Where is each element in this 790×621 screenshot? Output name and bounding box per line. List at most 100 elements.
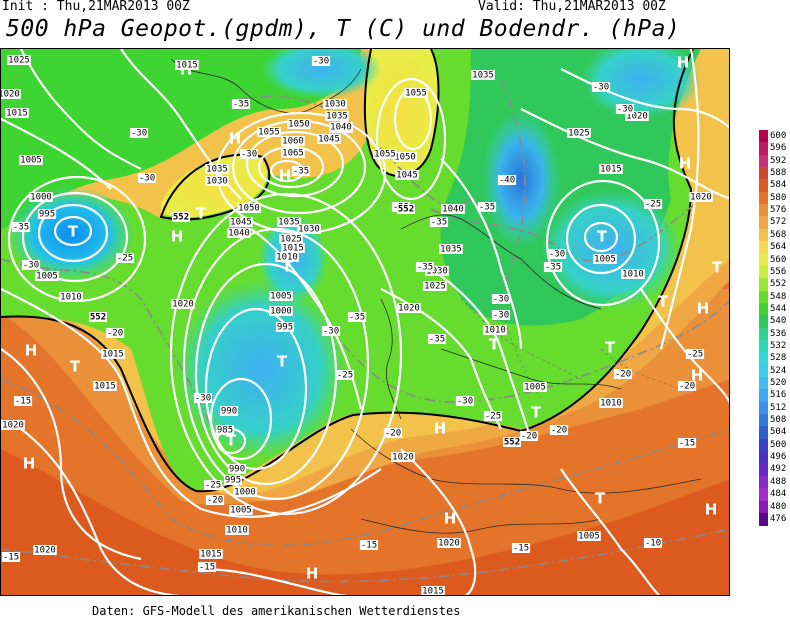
isobar-label: 1045: [318, 135, 340, 145]
colorbar-swatch: [759, 401, 768, 415]
isobar-label-bg: [317, 134, 341, 144]
temp-band-544-nw: [1, 49, 361, 229]
isobar-label-bg: [281, 243, 305, 253]
isotherm-label-bg: [335, 370, 355, 380]
isotherm-label-bg: [205, 495, 225, 505]
isobar-label: 1010: [226, 526, 248, 536]
isotherm-label: -15: [15, 397, 31, 407]
coast-greenland: [170, 58, 362, 114]
isobar-label: 1055: [405, 89, 427, 99]
colorbar-tick-label: 600: [770, 131, 787, 141]
colorbar-tick-label: 516: [770, 390, 787, 401]
isobar-label: 1015: [600, 165, 622, 175]
isobar-label: 1040: [330, 123, 352, 133]
isotherm-label-bg: [13, 396, 33, 406]
isotherm-label: -25: [205, 481, 221, 491]
high-pressure-marker: H: [171, 228, 184, 246]
isotherm-label-bg: [21, 260, 41, 270]
isotherm-label: -35: [545, 263, 561, 273]
coast-europe: [440, 348, 622, 390]
low-pressure-marker: T: [658, 293, 669, 311]
colorbar-swatch: [759, 315, 768, 328]
isobar-label: 1015: [422, 587, 444, 597]
contour-552-labels: 552 552 552 552: [89, 204, 521, 448]
colorbar-swatch: [759, 204, 768, 217]
isotherm-label-bg: [543, 262, 563, 272]
isobar-label-bg: [7, 55, 31, 65]
isobar-label: 1050: [394, 153, 416, 163]
contour-label-bg: [397, 204, 415, 214]
colorbar-swatch: [759, 142, 768, 156]
isotherm-label-bg: [11, 222, 31, 232]
colorbar-swatch: [759, 475, 768, 489]
temp-band-584: [1, 449, 729, 595]
isobar-label-bg: [599, 398, 623, 408]
high-pressure-marker: H: [677, 54, 690, 72]
isotherm-1: [1, 378, 729, 547]
isobar-label: 1035: [440, 245, 462, 255]
low-pressure-marker: T: [489, 336, 500, 354]
isotherm-label-bg: [347, 312, 367, 322]
isobar-label-bg: [219, 406, 239, 416]
isobar-low-e-2: [565, 203, 637, 275]
isobar-label-bg: [567, 128, 591, 138]
isotherm-label: -20: [207, 496, 223, 506]
isotherm-label-bg: [239, 149, 259, 159]
isobar-label-bg: [523, 382, 547, 392]
isotherm-label: -30: [23, 261, 39, 271]
isotherm-label-bg: [427, 334, 447, 344]
isotherm-label-bg: [547, 249, 567, 259]
isobar-line-6: [560, 468, 661, 595]
isobar-label-bg: [625, 111, 649, 121]
isotherm-5: [430, 198, 702, 262]
colorbar-swatch: [759, 463, 768, 477]
isotherm-label-bg: [415, 262, 435, 272]
isotherm-label: -30: [457, 397, 473, 407]
isotherm-label: -30: [139, 174, 155, 184]
isotherm-label: -30: [313, 57, 329, 67]
isotherm-label-bg: [643, 199, 663, 209]
isobar-label-bg: [227, 228, 251, 238]
isobar-label: 1015: [102, 350, 124, 360]
colorbar-swatch: [759, 290, 768, 304]
isotherm-label: -35: [13, 223, 29, 233]
high-pressure-marker: H: [279, 167, 292, 185]
isotherm-label: -35: [429, 335, 445, 345]
isobar-line-7: [430, 268, 533, 440]
isobar-label: 1005: [20, 156, 42, 166]
high-pressure-marker: H: [705, 501, 718, 519]
isotherm-label: -30: [241, 150, 257, 160]
isobar-label: 1010: [60, 293, 82, 303]
isobar-label: 1035: [278, 218, 300, 228]
isotherm-label-bg: [359, 540, 379, 550]
colorbar-tick-label: 520: [770, 378, 787, 388]
contour-label-bg: [89, 312, 107, 322]
isotherm-label-bg: [615, 104, 635, 114]
isotherm-label: -30: [195, 394, 211, 404]
low-pressure-markers: T T T T T T T T T T T T T: [68, 205, 723, 508]
colorbar-tick-label: 580: [770, 192, 787, 203]
isobar-label-bg: [5, 108, 29, 118]
colorbar-swatch: [759, 389, 768, 403]
isobar-low-w-2: [37, 203, 109, 263]
colorbar-tick-label: 476: [770, 513, 787, 524]
isobar-label-bg: [287, 119, 311, 129]
coast-britain: [380, 298, 402, 420]
isotherm-label-bg: [613, 369, 633, 379]
colorbar-swatch: [759, 426, 768, 440]
isobar-label-bg: [329, 122, 353, 132]
isobar-label: 1005: [524, 383, 546, 393]
isobar-label-bg: [227, 464, 247, 474]
isotherm-label: -30: [549, 250, 565, 260]
colorbar-tick-label: 544: [770, 303, 787, 314]
colorbar-tick-label: 504: [770, 427, 787, 438]
isotherm-label-bg: [321, 326, 341, 336]
isotherm-label-bg: [105, 328, 125, 338]
colorbar-swatch: [759, 179, 768, 193]
isobar-low-e-1: [583, 221, 619, 253]
colorbar-swatch: [759, 216, 768, 230]
warm-island-1: [161, 156, 267, 218]
isobar-label-bg: [223, 475, 243, 485]
isobar-label-bg: [281, 136, 305, 146]
